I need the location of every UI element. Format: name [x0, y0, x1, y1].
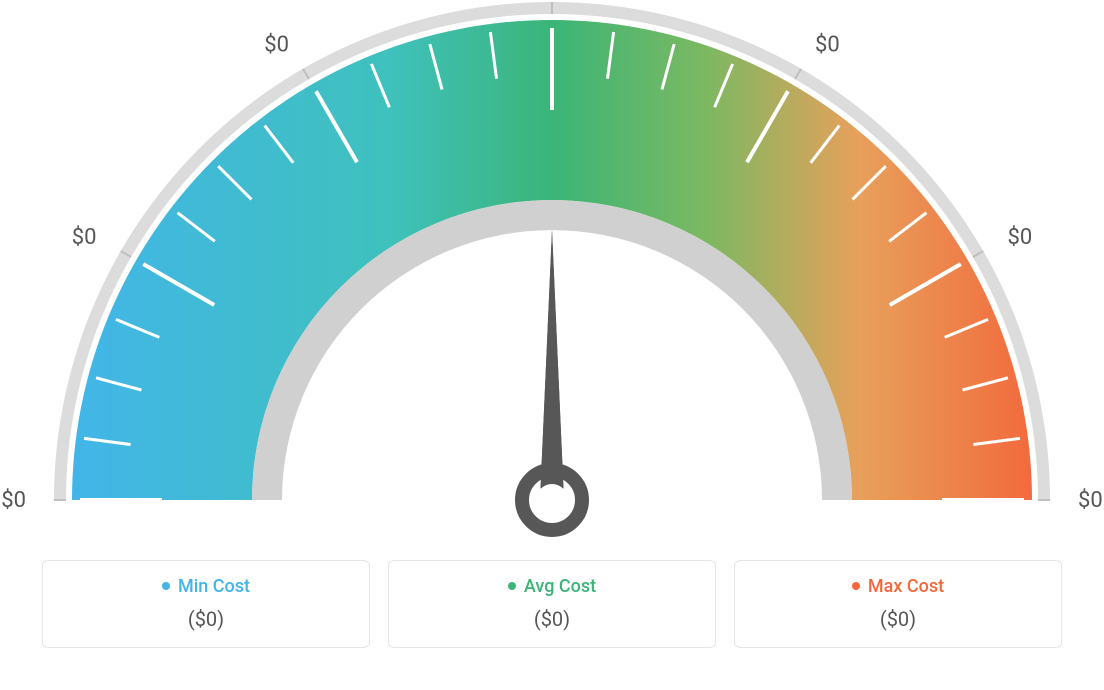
- legend-card-max: Max Cost ($0): [734, 560, 1062, 648]
- legend-card-min: Min Cost ($0): [42, 560, 370, 648]
- gauge-chart: $0$0$0$0$0$0$0: [0, 0, 1104, 560]
- legend-row: Min Cost ($0) Avg Cost ($0) Max Cost ($0…: [22, 560, 1082, 648]
- legend-label-min: Min Cost: [178, 576, 250, 597]
- gauge-svg: $0$0$0$0$0$0$0: [0, 0, 1104, 560]
- legend-card-avg: Avg Cost ($0): [388, 560, 716, 648]
- legend-label-max: Max Cost: [868, 576, 944, 597]
- legend-dot-min: [162, 582, 170, 590]
- legend-value-avg: ($0): [399, 607, 705, 631]
- gauge-tick-label: $0: [815, 32, 840, 57]
- gauge-tick-label: $0: [1078, 488, 1103, 513]
- legend-dot-avg: [508, 582, 516, 590]
- gauge-tick-label: $0: [1, 488, 26, 513]
- gauge-tick-label: $0: [1008, 225, 1033, 250]
- legend-title-max: Max Cost: [852, 576, 944, 597]
- legend-value-min: ($0): [53, 607, 359, 631]
- gauge-needle-shape: [540, 230, 564, 500]
- legend-title-avg: Avg Cost: [508, 576, 596, 597]
- gauge-tick-label: $0: [72, 225, 97, 250]
- legend-title-min: Min Cost: [162, 576, 250, 597]
- legend-dot-max: [852, 582, 860, 590]
- legend-value-max: ($0): [745, 607, 1051, 631]
- legend-label-avg: Avg Cost: [524, 576, 596, 597]
- gauge-hub-inner: [536, 484, 568, 516]
- gauge-tick-label: $0: [264, 32, 289, 57]
